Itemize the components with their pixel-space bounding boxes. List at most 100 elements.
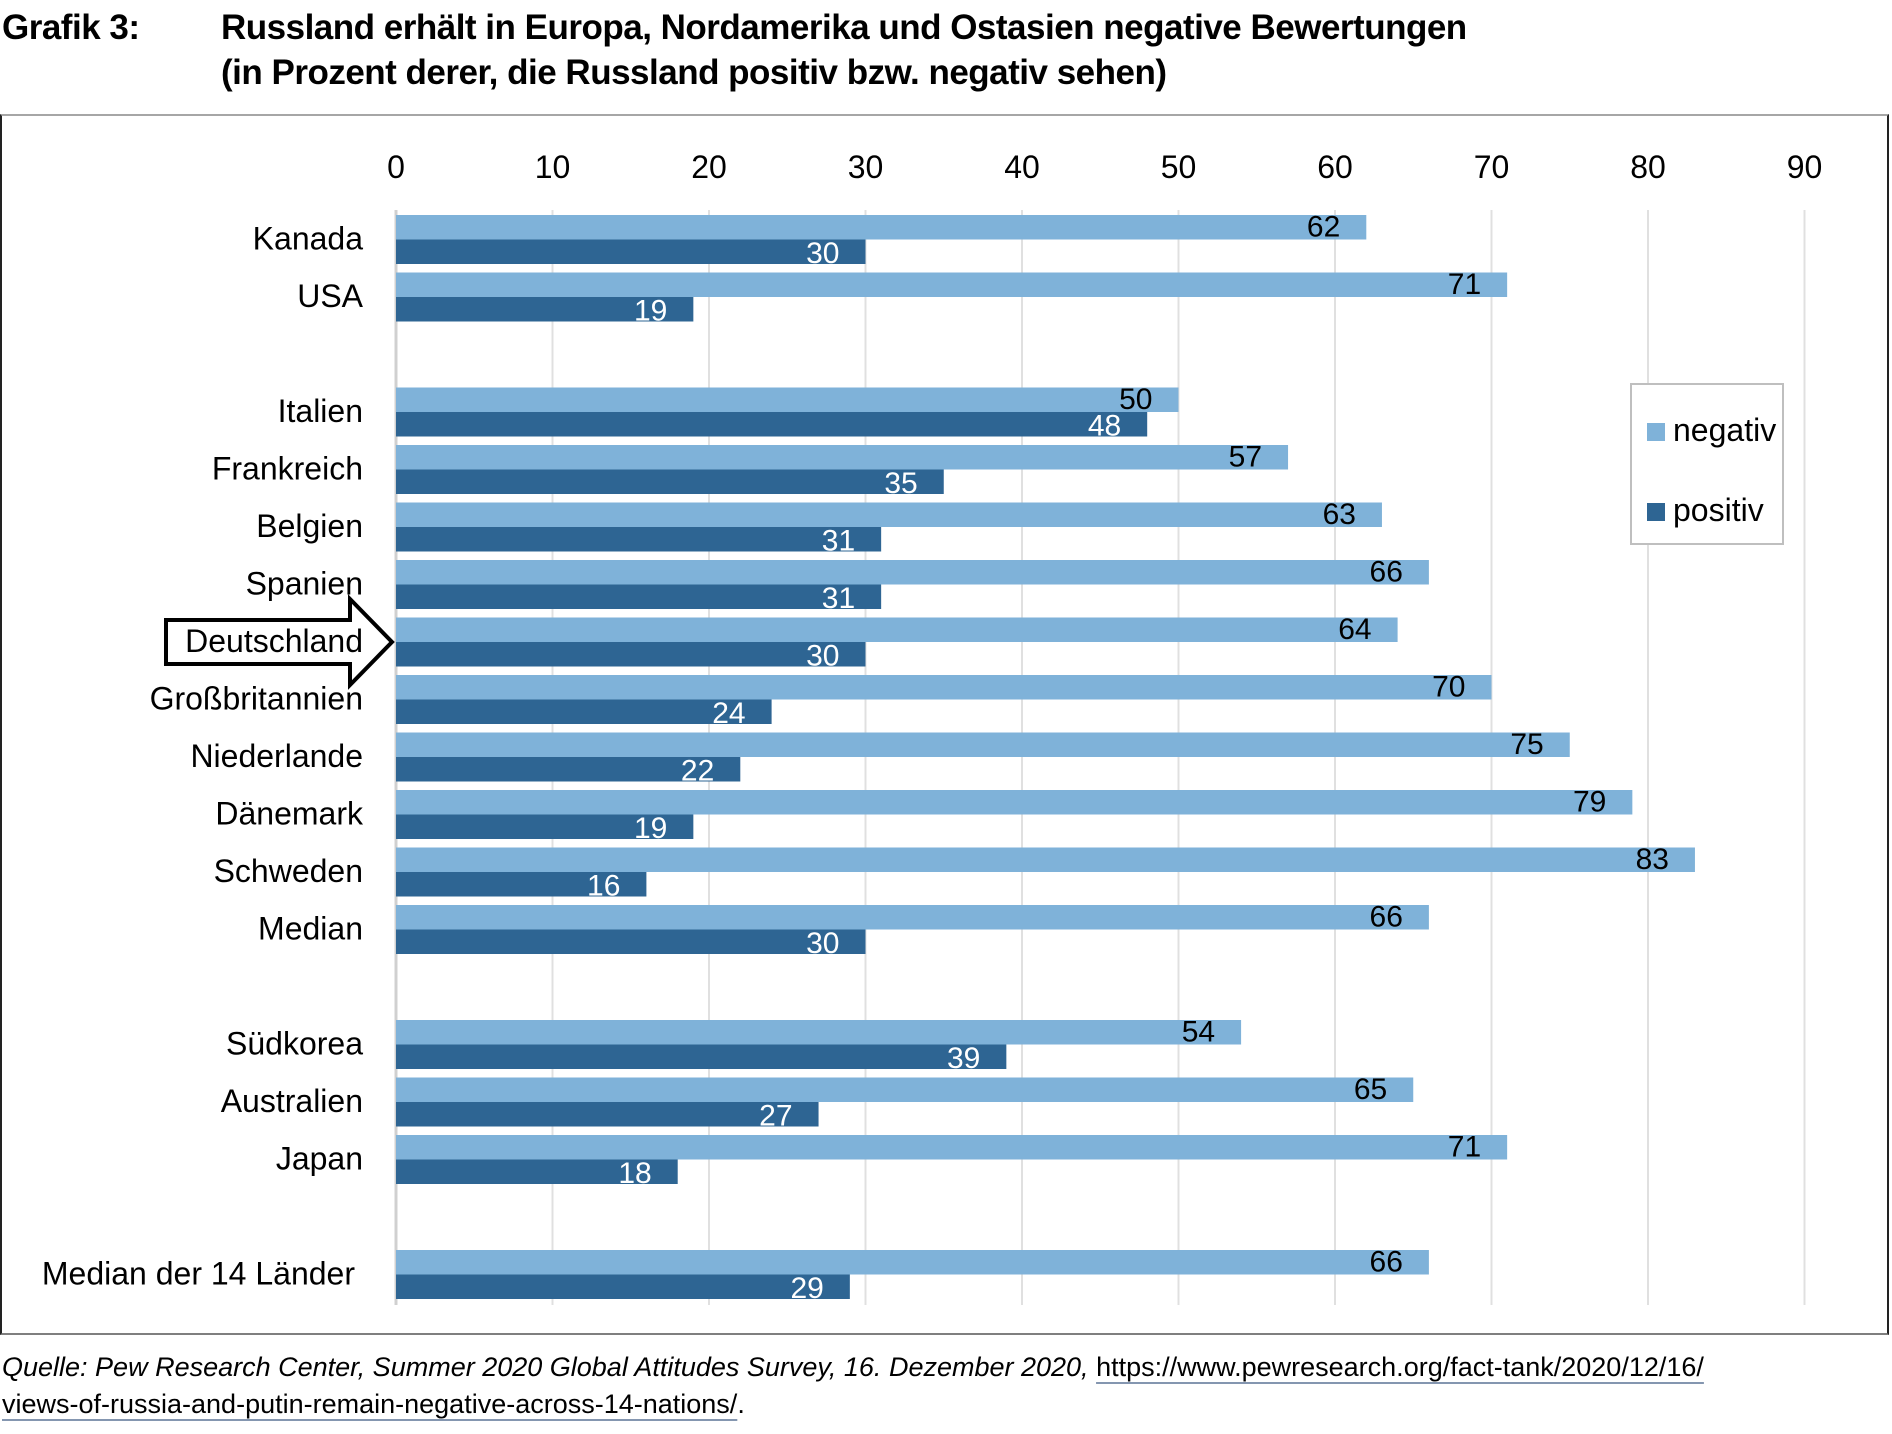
bar-positiv (396, 814, 694, 839)
bar-negativ (396, 387, 1179, 412)
bar-negativ (396, 1135, 1508, 1160)
category-label: Niederlande (190, 738, 363, 774)
bar-negativ (396, 502, 1382, 527)
data-label-negativ: 70 (1432, 671, 1465, 704)
legend-label-negativ: negativ (1673, 412, 1776, 448)
category-label: Frankreich (212, 451, 363, 487)
data-label-positiv: 30 (806, 237, 839, 270)
category-label: Dänemark (215, 796, 364, 832)
bar-negativ (396, 1077, 1414, 1102)
data-label-positiv: 30 (806, 927, 839, 960)
data-label-positiv: 31 (822, 582, 855, 615)
bar-negativ (396, 847, 1695, 872)
x-tick-label: 40 (1004, 149, 1040, 185)
category-label: Kanada (253, 221, 364, 257)
x-tick-label: 70 (1474, 149, 1510, 185)
data-label-negativ: 54 (1182, 1016, 1215, 1049)
source-note-line2: views-of-russia-and-putin-remain-negativ… (2, 1389, 745, 1420)
bar-positiv (396, 412, 1148, 437)
bar-positiv (396, 757, 741, 782)
bar-negativ (396, 1020, 1242, 1045)
legend-swatch-positiv (1647, 503, 1665, 521)
x-tick-label: 20 (691, 149, 727, 185)
data-label-negativ: 57 (1229, 441, 1262, 474)
legend: negativ positiv (1630, 383, 1784, 545)
bar-negativ (396, 790, 1633, 815)
data-label-negativ: 62 (1307, 211, 1340, 244)
bar-negativ (396, 732, 1570, 757)
data-label-positiv: 27 (759, 1100, 792, 1133)
data-label-positiv: 24 (712, 697, 745, 730)
bar-negativ (396, 675, 1492, 700)
data-label-negativ: 79 (1573, 786, 1606, 819)
data-label-negativ: 63 (1323, 498, 1356, 531)
category-label: USA (297, 278, 363, 314)
x-tick-label: 90 (1787, 149, 1823, 185)
category-label: Deutschland (185, 623, 363, 659)
source-note: Quelle: Pew Research Center, Summer 2020… (2, 1352, 1704, 1383)
category-label: Großbritannien (150, 681, 363, 717)
data-label-positiv: 18 (618, 1157, 651, 1190)
data-label-negativ: 64 (1338, 613, 1371, 646)
highlight-arrow-icon (164, 594, 395, 690)
data-label-positiv: 31 (822, 525, 855, 558)
x-axis-ticks: 0 10 20 30 40 50 60 70 80 90 (387, 149, 1822, 185)
data-label-negativ: 71 (1448, 268, 1481, 301)
source-link-part2[interactable]: views-of-russia-and-putin-remain-negativ… (2, 1389, 738, 1419)
x-tick-label: 60 (1317, 149, 1353, 185)
chart-subtitle: (in Prozent derer, die Russland positiv … (221, 53, 1167, 92)
category-label: Japan (276, 1141, 363, 1177)
data-label-negativ: 66 (1370, 1246, 1403, 1279)
figure-number: Grafik 3: (2, 8, 140, 47)
data-label-positiv: 35 (884, 467, 917, 500)
bar-positiv (396, 1044, 1007, 1069)
category-labels: Kanada USA Italien Frankreich Belgien Spanien… (42, 221, 364, 1292)
x-tick-label: 0 (387, 149, 405, 185)
data-label-negativ: 66 (1370, 556, 1403, 589)
data-label-negativ: 66 (1370, 901, 1403, 934)
category-label: Südkorea (226, 1026, 363, 1062)
bar-positiv (396, 1102, 819, 1127)
data-label-negativ: 83 (1636, 843, 1669, 876)
category-label: Belgien (256, 508, 363, 544)
data-label-positiv: 22 (681, 755, 714, 788)
bar-positiv (396, 642, 866, 667)
chart-frame (0, 114, 1889, 1335)
bar-positiv (396, 584, 882, 609)
bar-negativ (396, 1250, 1429, 1275)
category-label: Median der 14 Länder (42, 1256, 355, 1292)
legend-label-positiv: positiv (1673, 492, 1764, 528)
chart-title: Russland erhält in Europa, Nordamerika u… (221, 8, 1467, 47)
bar-positiv (396, 239, 866, 264)
category-label: Median (258, 911, 363, 947)
data-label-positiv: 16 (587, 870, 620, 903)
bar-negativ (396, 445, 1289, 470)
category-label: Italien (278, 393, 363, 429)
category-label: Australien (221, 1083, 363, 1119)
source-prefix: Quelle: Pew Research Center, Summer 2020… (2, 1352, 1097, 1382)
data-label-negativ: 65 (1354, 1073, 1387, 1106)
bar-negativ (396, 272, 1508, 297)
x-tick-label: 30 (848, 149, 884, 185)
bar-positiv (396, 1274, 850, 1299)
highlight-arrow (164, 594, 395, 690)
data-label-negativ: 71 (1448, 1131, 1481, 1164)
bar-positiv (396, 469, 944, 494)
x-tick-label: 10 (535, 149, 571, 185)
bar-positiv (396, 527, 882, 552)
bar-negativ (396, 617, 1398, 642)
source-suffix: . (737, 1389, 745, 1419)
data-label-negativ: 75 (1510, 728, 1543, 761)
category-label: Spanien (246, 566, 363, 602)
category-label: Schweden (214, 853, 363, 889)
bar-positiv (396, 1159, 678, 1184)
bar-negativ (396, 905, 1429, 930)
data-label-positiv: 39 (947, 1042, 980, 1075)
data-label-positiv: 30 (806, 640, 839, 673)
data-label-positiv: 19 (634, 812, 667, 845)
source-link-part1[interactable]: https://www.pewresearch.org/fact-tank/20… (1096, 1352, 1704, 1382)
data-label-positiv: 19 (634, 295, 667, 328)
x-tick-label: 50 (1161, 149, 1197, 185)
